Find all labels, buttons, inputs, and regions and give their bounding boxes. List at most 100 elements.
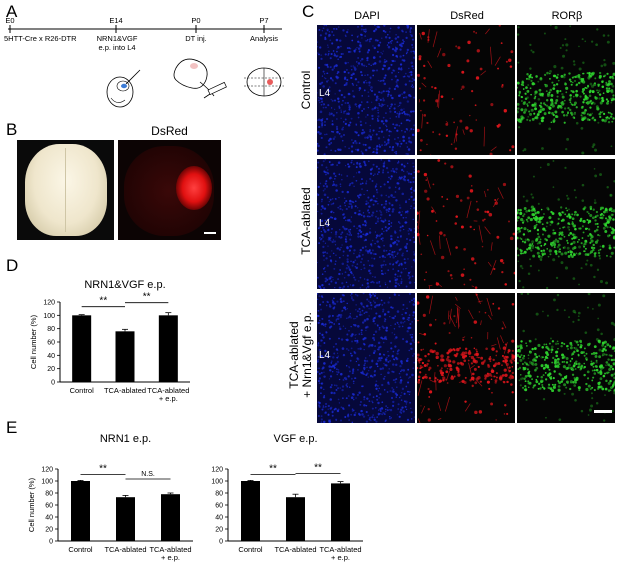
timeline-stage-e0: E0: [5, 16, 15, 25]
timeline-graphic: [8, 25, 284, 108]
y-tick-label: 0: [51, 380, 55, 387]
row-label-control-box: Control: [297, 26, 315, 154]
timeline-stage-e14: E14: [109, 16, 123, 25]
micrograph-dapi-control: [317, 25, 415, 155]
bar: [115, 331, 135, 382]
pup-icon: [173, 58, 227, 99]
category-label: TCA-ablated: [319, 545, 361, 554]
dsred-brain-photo: [118, 140, 221, 240]
y-tick-label: 100: [211, 479, 223, 486]
timeline-desc-e14: NRN1&VGF e.p. into L4: [96, 34, 138, 52]
panel-label-d: D: [6, 256, 19, 275]
y-axis-label: Cell number (%): [27, 477, 36, 532]
panel-label-e: E: [6, 418, 18, 437]
brain-photo: [17, 140, 114, 240]
significance-label: **: [314, 463, 322, 474]
y-tick-label: 100: [41, 479, 53, 486]
category-label: TCA-ablated: [149, 545, 191, 554]
scale-bar-c: [594, 410, 612, 413]
y-tick-label: 0: [49, 539, 53, 546]
category-label: Control: [68, 545, 93, 554]
timeline-stage-p7: P7: [259, 16, 269, 25]
row-label-rescue: TCA-ablated + Nrn1&Vgf e.p.: [287, 312, 314, 398]
y-tick-label: 100: [43, 313, 55, 320]
bar: [286, 497, 305, 541]
micrograph-dsred-ablated: [417, 159, 515, 289]
y-tick-label: 80: [47, 326, 55, 333]
y-tick-label: 120: [211, 467, 223, 474]
category-label: + e.p.: [159, 394, 178, 403]
row-label-rescue-box: TCA-ablated + Nrn1&Vgf e.p.: [286, 288, 316, 422]
bar: [241, 481, 260, 541]
timeline-desc-p0: DT inj.: [185, 34, 207, 43]
panel-label-c: C: [302, 2, 315, 21]
significance-label: N.S.: [141, 471, 155, 478]
row-label-ablated: TCA-ablated: [299, 187, 313, 255]
layer-label-control: L4: [319, 88, 331, 99]
category-label: TCA-ablated: [104, 386, 146, 395]
category-label: TCA-ablated: [104, 545, 146, 554]
bar: [72, 315, 92, 382]
brain-icon: [244, 67, 284, 97]
chart-title: VGF e.p.: [273, 433, 317, 445]
micrograph-ror-rescue: [517, 293, 615, 423]
chart-title: NRN1&VGF e.p.: [84, 279, 165, 291]
micrograph-dapi-ablated: [317, 159, 415, 289]
dsred-photo-title: DsRed: [151, 124, 188, 138]
significance-label: **: [99, 296, 107, 307]
y-tick-label: 40: [215, 515, 223, 522]
chart-nrn1: NRN1 e.p. 0 20 40 60 80 100 120 Cell number (%) C…: [27, 433, 193, 562]
category-label: Control: [238, 545, 263, 554]
y-tick-label: 120: [41, 467, 53, 474]
bar: [161, 494, 180, 541]
category-label: TCA-ablated: [274, 545, 316, 554]
y-tick-label: 0: [219, 539, 223, 546]
scale-bar-b: [204, 232, 216, 234]
microscopy-grid: [317, 25, 617, 423]
category-label: + e.p.: [161, 553, 180, 562]
micrograph-dapi-rescue: [317, 293, 415, 423]
layer-label-rescue: L4: [319, 350, 331, 361]
chart-title: NRN1 e.p.: [100, 433, 151, 445]
y-tick-label: 40: [47, 353, 55, 360]
y-tick-label: 80: [215, 491, 223, 498]
significance-label: **: [99, 463, 107, 474]
timeline-stage-p0: P0: [191, 16, 201, 25]
y-axis-label: Cell number (%): [29, 314, 38, 369]
column-header-ror: RORβ: [551, 10, 583, 22]
significance-label: **: [143, 292, 151, 303]
chart-nrn1-vgf: NRN1&VGF e.p. 0 20 40 60 80 100 120 Cell number …: [29, 279, 190, 403]
y-tick-label: 20: [47, 366, 55, 373]
bar: [331, 483, 350, 541]
y-tick-label: 40: [45, 515, 53, 522]
panel-label-a: A: [6, 2, 18, 21]
bar: [71, 481, 90, 541]
y-tick-label: 20: [215, 527, 223, 534]
significance-label: **: [269, 463, 277, 474]
micrograph-ror-control: [517, 25, 615, 155]
bar: [158, 315, 178, 382]
panel-label-b: B: [6, 120, 18, 139]
micrograph-ror-ablated: [517, 159, 615, 289]
timeline-panel: E0 5HTT-Cre x R26-DTR E14 NRN1&VGF e.p. …: [0, 0, 300, 118]
y-tick-label: 60: [45, 503, 53, 510]
row-label-control: Control: [299, 70, 313, 110]
layer-label-ablated: L4: [319, 218, 331, 229]
chart-vgf: VGF e.p. 0 20 40 60 80 100 120 Control TCA-ablate…: [211, 433, 363, 562]
y-tick-label: 120: [43, 300, 55, 307]
column-header-dapi: DAPI: [354, 10, 380, 22]
timeline-desc-e0: 5HTT-Cre x R26-DTR: [4, 34, 77, 43]
micrograph-dsred-control: [417, 25, 515, 155]
embryo-icon: [106, 69, 141, 108]
column-header-dsred: DsRed: [450, 10, 484, 22]
bar: [116, 497, 135, 541]
row-label-ablated-box: TCA-ablated: [297, 156, 315, 286]
y-tick-label: 60: [47, 340, 55, 347]
category-label: TCA-ablated: [147, 386, 189, 395]
category-label: + e.p.: [331, 553, 350, 562]
y-tick-label: 20: [45, 527, 53, 534]
micrograph-dsred-rescue: [417, 293, 515, 423]
timeline-desc-p7: Analysis: [250, 34, 278, 43]
category-label: Control: [70, 386, 95, 395]
y-tick-label: 60: [215, 503, 223, 510]
